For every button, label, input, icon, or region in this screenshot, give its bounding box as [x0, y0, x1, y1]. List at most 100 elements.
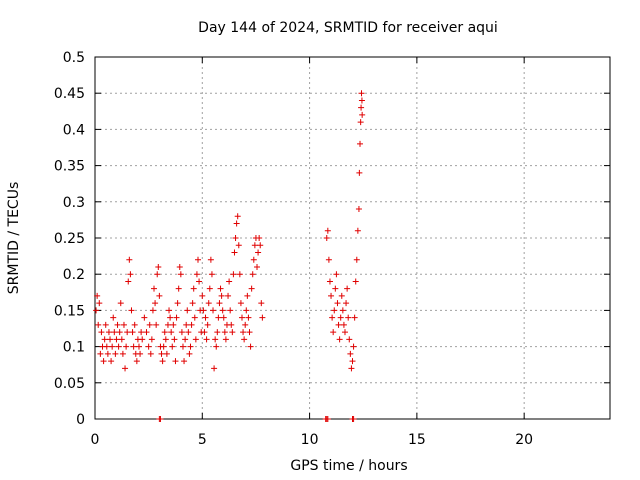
- data-point: [340, 321, 347, 328]
- data-point: [182, 336, 189, 343]
- data-point: [147, 350, 154, 357]
- data-point: [115, 343, 122, 350]
- data-point: [259, 314, 266, 321]
- data-point: [357, 140, 364, 147]
- data-point: [203, 336, 210, 343]
- data-point: [137, 350, 144, 357]
- data-point: [243, 307, 250, 314]
- y-tick-label: 0.5: [63, 50, 85, 66]
- y-tick-label: 0.2: [63, 267, 85, 283]
- data-point: [97, 350, 104, 357]
- data-point: [124, 329, 131, 336]
- data-point: [127, 271, 134, 278]
- ticks: [94, 56, 610, 420]
- data-point: [104, 350, 111, 357]
- data-point: [162, 336, 169, 343]
- data-point: [191, 314, 198, 321]
- chart-title: Day 144 of 2024, SRMTID for receiver aqu…: [198, 20, 498, 36]
- x-tick-label: 5: [198, 432, 207, 448]
- x-axis-label: GPS time / hours: [290, 458, 407, 474]
- data-point: [151, 285, 158, 292]
- data-point: [355, 206, 362, 213]
- data-point: [250, 256, 257, 263]
- data-point: [331, 307, 338, 314]
- data-point: [138, 329, 145, 336]
- y-tick-label: 0.45: [54, 86, 85, 102]
- data-point: [245, 314, 252, 321]
- y-tick-label: 0.4: [63, 122, 85, 138]
- data-point: [113, 336, 120, 343]
- data-point: [186, 350, 193, 357]
- data-point: [152, 300, 159, 307]
- data-point: [354, 227, 361, 234]
- data-point: [93, 307, 100, 314]
- data-point: [157, 416, 164, 422]
- y-tick-label: 0: [76, 412, 85, 428]
- data-point: [102, 321, 109, 328]
- data-point: [219, 307, 226, 314]
- data-point: [183, 321, 190, 328]
- y-tick-label: 0.25: [54, 231, 85, 247]
- data-point: [222, 336, 229, 343]
- data-point: [169, 343, 176, 350]
- data-point: [118, 336, 125, 343]
- data-point: [181, 358, 188, 365]
- data-point: [178, 329, 185, 336]
- data-point: [356, 169, 363, 176]
- x-tick-label: 20: [515, 432, 533, 448]
- data-point: [167, 314, 174, 321]
- data-point: [246, 329, 253, 336]
- data-point: [238, 314, 245, 321]
- data-point: [357, 119, 364, 126]
- data-point: [148, 336, 155, 343]
- data-point: [190, 285, 197, 292]
- data-point: [344, 285, 351, 292]
- data-point: [94, 292, 101, 299]
- data-point: [335, 321, 342, 328]
- data-point: [345, 314, 352, 321]
- data-point: [125, 278, 132, 285]
- data-point: [161, 329, 168, 336]
- data-point: [173, 314, 180, 321]
- data-point: [188, 321, 195, 328]
- data-point: [241, 336, 248, 343]
- data-point: [227, 307, 234, 314]
- data-point: [168, 329, 175, 336]
- data-point: [201, 329, 208, 336]
- data-point: [249, 271, 256, 278]
- data-point: [326, 278, 333, 285]
- data-point: [200, 307, 207, 314]
- data-point: [179, 343, 186, 350]
- x-tick-label: 0: [91, 432, 100, 448]
- data-point: [193, 271, 200, 278]
- data-point: [256, 235, 263, 241]
- data-point: [358, 104, 365, 111]
- x-tick-labels: 0 5 10 15 20: [91, 432, 534, 448]
- data-point: [111, 329, 118, 336]
- data-point: [324, 416, 331, 422]
- data-point: [98, 329, 105, 336]
- data-point: [258, 300, 265, 307]
- data-point: [146, 321, 153, 328]
- data-point: [206, 285, 213, 292]
- data-point: [232, 235, 239, 241]
- data-point: [114, 321, 121, 328]
- data-point: [338, 292, 345, 299]
- data-point: [248, 285, 255, 292]
- data-point: [149, 307, 156, 314]
- data-point: [330, 329, 337, 336]
- data-point: [228, 321, 235, 328]
- data-point: [358, 97, 365, 104]
- data-point: [226, 278, 233, 285]
- data-point: [336, 336, 343, 343]
- data-point: [337, 314, 344, 321]
- y-tick-labels: 0 0.05 0.1 0.15 0.2 0.25 0.3 0.35 0.4 0.45 0.5: [54, 50, 85, 428]
- data-point: [120, 321, 127, 328]
- y-tick-label: 0.15: [54, 303, 85, 319]
- data-point: [208, 271, 215, 278]
- data-point: [234, 213, 241, 220]
- data-point: [328, 292, 335, 299]
- data-point: [158, 350, 165, 357]
- data-point: [172, 358, 179, 365]
- data-point: [100, 358, 107, 365]
